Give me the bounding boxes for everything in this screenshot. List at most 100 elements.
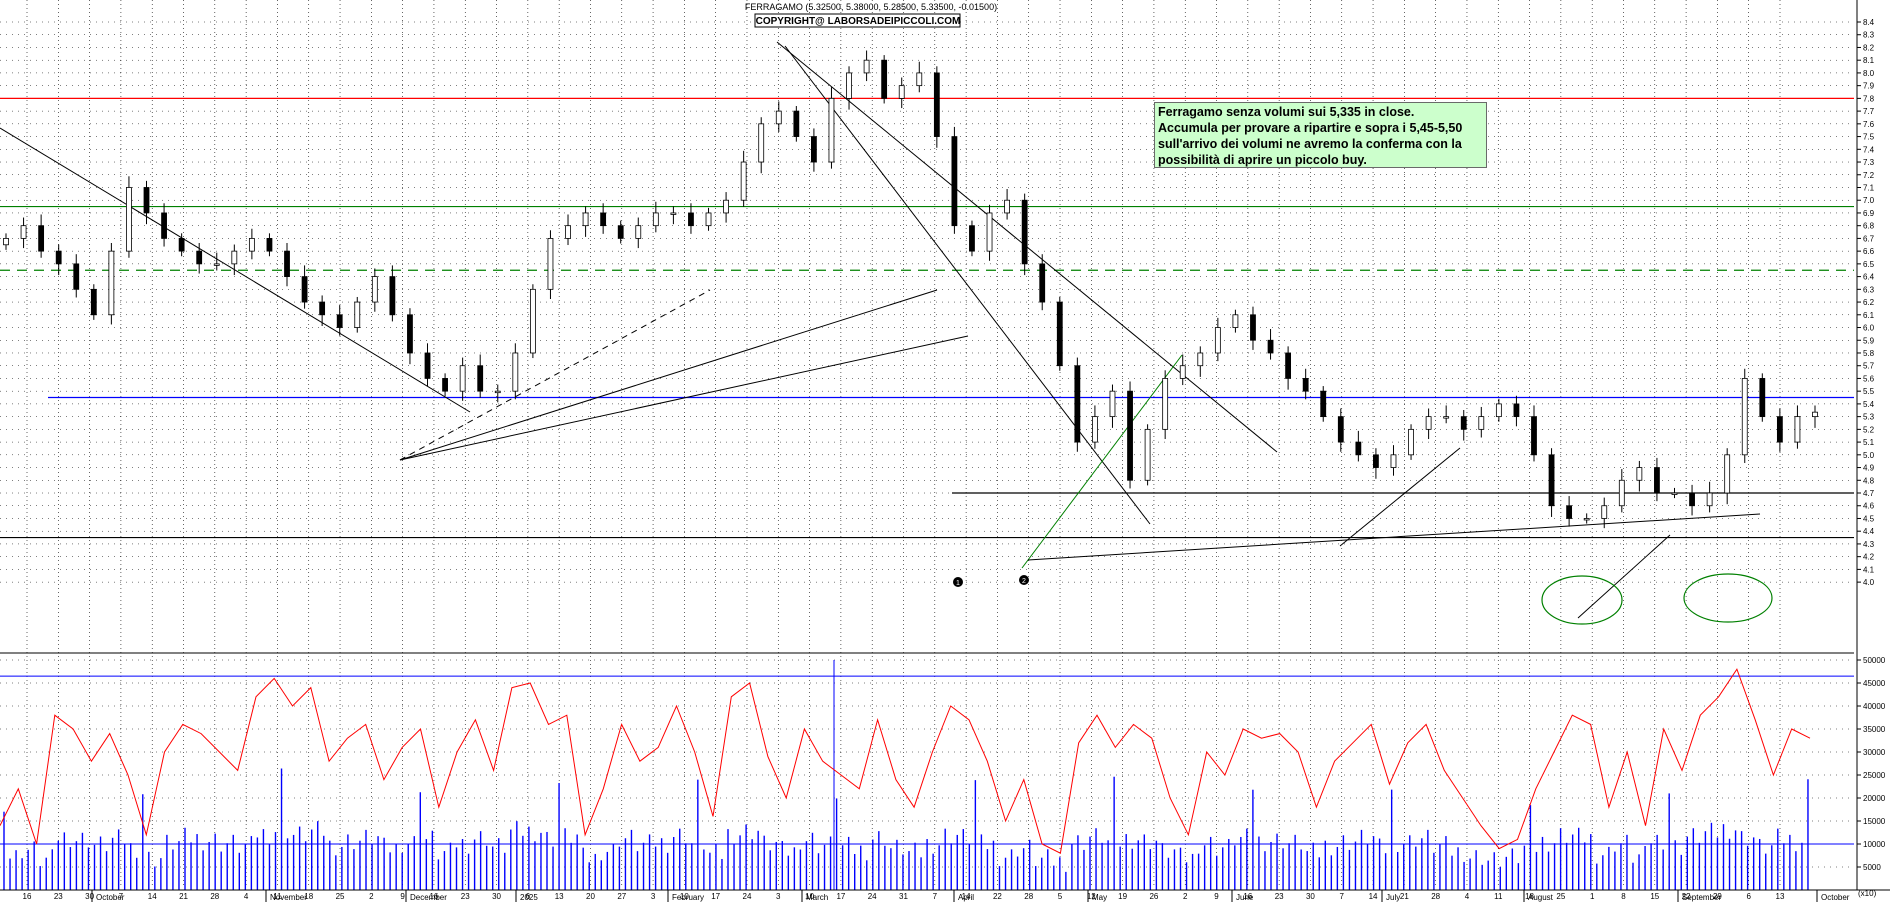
candle-body [1513,403,1520,418]
day-tick-label: 10 [805,892,814,901]
candle-body [1671,492,1678,495]
price-tick-label: 6.7 [1863,234,1875,243]
note-line-1: Ferragamo senza volumi sui 5,335 in clos… [1158,105,1415,119]
candle-body [1179,365,1186,379]
note-line-2: Accumula per provare a ripartire e sopra… [1158,121,1463,135]
candle-body [1618,479,1625,507]
trendline [1339,447,1461,547]
candle-body [3,238,9,246]
month-label: August [1528,893,1554,902]
candle-body [1689,492,1695,507]
price-tick-label: 7.6 [1863,120,1875,129]
candlesticks [3,50,1818,529]
candle-body [617,225,624,239]
candle-body [442,378,448,392]
price-tick-label: 7.7 [1863,107,1875,116]
candle-body [90,288,97,316]
candle-body [1337,416,1344,443]
price-tick-label: 4.7 [1863,489,1875,498]
day-tick-label: 4 [244,892,249,901]
candle-body [881,59,888,99]
candle-body [1197,352,1204,367]
candle-body [547,238,554,290]
day-tick-label: 23 [461,892,470,901]
candle-body [898,85,905,99]
candle-body [1355,441,1362,456]
candle-body [1478,416,1485,430]
month-label: September [1682,893,1721,902]
candle-body [705,212,712,227]
annotations [1541,573,1773,625]
day-tick-label: 29 [1713,892,1722,901]
day-tick-label: 21 [179,892,188,901]
day-tick-label: 14 [962,892,971,901]
volume-tick-label: 45000 [1863,679,1886,688]
candle-body [407,314,413,354]
day-tick-label: 4 [1465,892,1470,901]
trendline [784,45,1151,525]
price-tick-label: 5.3 [1863,413,1875,422]
marker-2 [1019,575,1029,585]
candle-body [1056,301,1063,367]
price-tick-label: 6.5 [1863,260,1875,269]
day-tick-label: 14 [1369,892,1378,901]
price-tick-label: 8.1 [1863,56,1875,65]
day-tick-label: 16 [1243,892,1252,901]
day-tick-label: 12 [1087,892,1096,901]
price-tick-label: 4.4 [1863,527,1875,536]
candle-body [1127,390,1133,481]
candle-body [301,276,308,303]
day-tick-label: 18 [304,892,313,901]
price-tick-label: 5.7 [1863,362,1875,371]
day-tick-label: 17 [836,892,845,901]
day-tick-label: 7 [933,892,938,901]
candle-body [424,352,431,379]
volume-unit-label: (x10) [1858,889,1877,898]
candle-body [635,225,642,239]
month-label: October [1821,893,1850,902]
candle-body [143,187,150,214]
day-tick-label: 8 [1621,892,1626,901]
day-tick-label: 6 [526,892,531,901]
price-tick-label: 5.1 [1863,438,1875,447]
candle-body [1741,378,1748,456]
price-tick-label: 5.5 [1863,387,1875,396]
candle-body [161,212,167,239]
accumulation-zone-2 [1683,573,1773,623]
day-tick-label: 9 [1214,892,1219,901]
price-tick-label: 5.0 [1863,451,1875,460]
candle-body [1460,416,1467,430]
price-tick-label: 7.2 [1863,171,1875,180]
candle-body [1724,454,1731,494]
candle-body [73,263,80,290]
price-tick-label: 6.3 [1863,285,1875,294]
day-tick-label: 22 [1682,892,1691,901]
month-label: November [270,893,307,902]
candle-body [1654,467,1660,494]
volume-tick-label: 50000 [1863,656,1886,665]
day-tick-label: 2 [1183,892,1188,901]
price-tick-label: 7.4 [1863,145,1875,154]
candle-body [477,365,484,392]
day-tick-label: 30 [492,892,501,901]
candle-body [652,212,659,227]
candle-body [1495,403,1502,418]
candle-body [1162,378,1169,430]
volume-tick-label: 20000 [1863,794,1886,803]
price-tick-label: 7.1 [1863,183,1875,192]
candle-body [459,365,466,392]
candle-body [1250,314,1256,341]
day-tick-label: 1 [1590,892,1595,901]
candle-body [1267,339,1274,354]
candle-body [986,212,993,252]
day-tick-label: 18 [1525,892,1534,901]
day-tick-label: 17 [711,892,720,901]
volume-tick-label: 40000 [1863,702,1886,711]
candle-body [670,212,677,215]
day-tick-label: 25 [1556,892,1565,901]
price-tick-label: 7.0 [1863,196,1875,205]
candle-body [951,136,958,227]
day-tick-label: 30 [1306,892,1315,901]
candle-body [336,314,343,328]
